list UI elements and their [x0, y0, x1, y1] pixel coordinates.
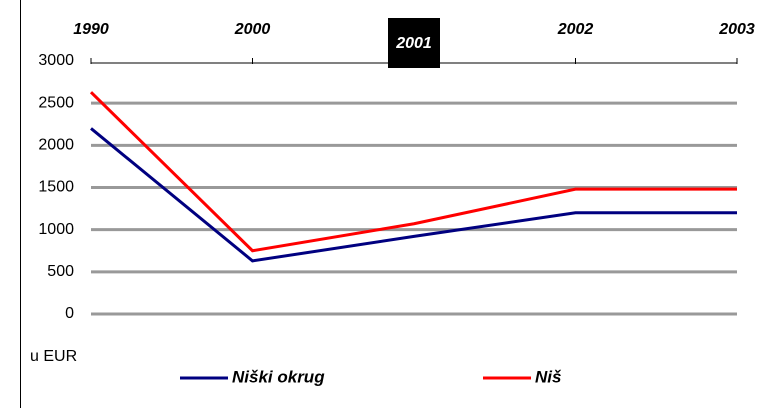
y-tick-label: 2500: [38, 94, 74, 111]
legend-label: Niški okrug: [232, 367, 325, 386]
x-tick-label: 2003: [718, 21, 755, 38]
y-tick-label: 3000: [38, 52, 74, 69]
legend-label: Niš: [535, 367, 562, 386]
x-tick-label: 2000: [234, 21, 271, 38]
axis-label: u EUR: [30, 348, 77, 365]
x-tick-label: 2002: [557, 21, 594, 38]
y-tick-label: 0: [65, 305, 74, 322]
highlight: [388, 18, 440, 68]
series-line: [90, 127, 737, 263]
series-line: [89, 91, 737, 253]
y-tick-label: 2000: [38, 137, 74, 154]
y-tick-label: 1500: [38, 179, 74, 196]
y-tick-label: 1000: [38, 221, 74, 238]
y-tick-label: 500: [47, 263, 74, 280]
x-tick-label: 1990: [73, 21, 109, 38]
x-tick-label: 2001: [395, 35, 432, 52]
